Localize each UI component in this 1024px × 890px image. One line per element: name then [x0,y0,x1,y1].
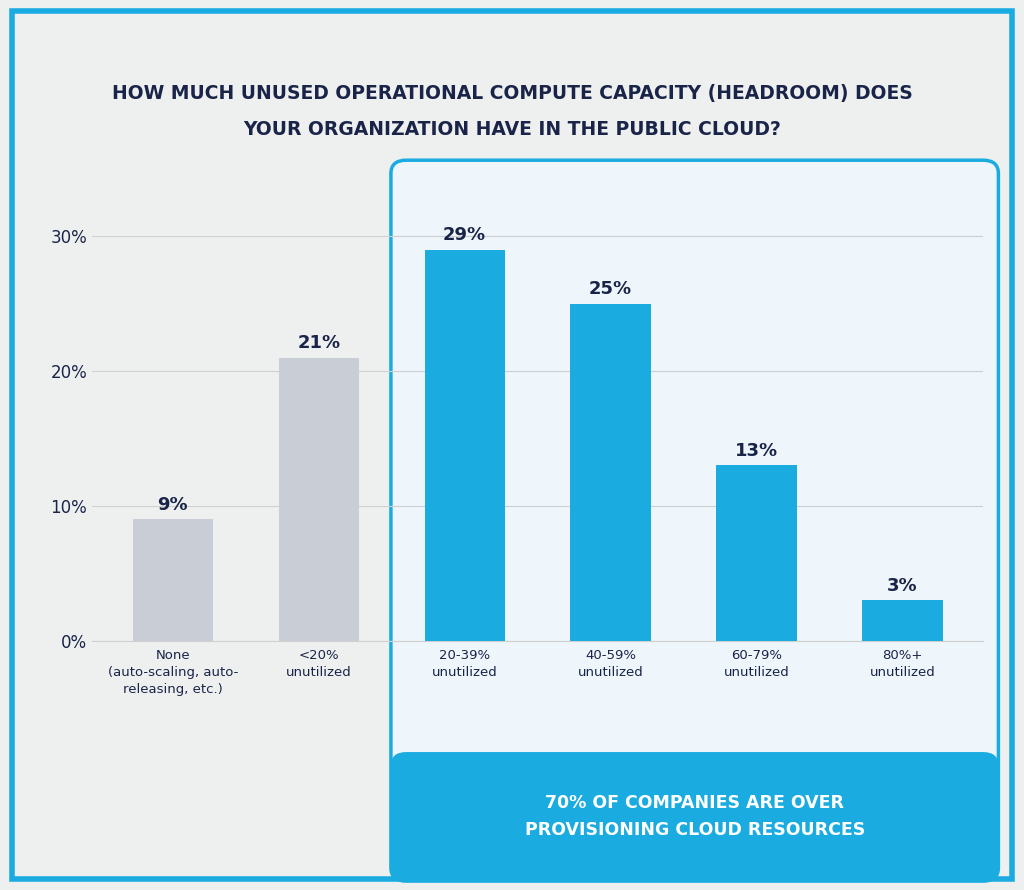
Text: 21%: 21% [297,335,340,352]
Text: 29%: 29% [443,226,486,245]
Bar [279,358,358,641]
Bar [717,465,797,641]
Text: 25%: 25% [589,280,632,298]
Bar [570,303,650,641]
Bar [862,601,942,641]
Text: 9%: 9% [158,496,188,514]
Text: 70% OF COMPANIES ARE OVER
PROVISIONING CLOUD RESOURCES: 70% OF COMPANIES ARE OVER PROVISIONING C… [524,795,865,838]
Text: HOW MUCH UNUSED OPERATIONAL COMPUTE CAPACITY (HEADROOM) DOES: HOW MUCH UNUSED OPERATIONAL COMPUTE CAPA… [112,84,912,103]
Bar [133,520,213,641]
Bar [425,250,505,641]
Text: 3%: 3% [887,577,918,595]
Text: 13%: 13% [735,442,778,460]
Text: YOUR ORGANIZATION HAVE IN THE PUBLIC CLOUD?: YOUR ORGANIZATION HAVE IN THE PUBLIC CLO… [243,119,781,139]
